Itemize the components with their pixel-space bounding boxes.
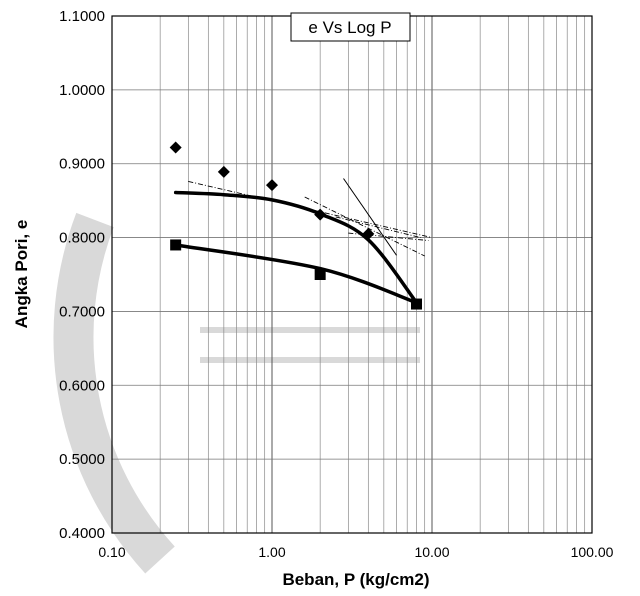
chart-grid bbox=[111, 15, 592, 534]
x-tick-label: 10.00 bbox=[414, 544, 449, 560]
y-tick-label: 1.1000 bbox=[59, 8, 105, 25]
y-tick-label: 0.4000 bbox=[59, 525, 105, 542]
data-point-square bbox=[170, 239, 182, 251]
x-tick-label: 0.10 bbox=[98, 544, 125, 560]
construction-line bbox=[343, 178, 397, 256]
plot-area bbox=[111, 15, 593, 534]
data-point-diamond bbox=[314, 208, 327, 221]
construction-line bbox=[335, 216, 421, 239]
chart-title-box: e Vs Log P bbox=[290, 12, 411, 42]
y-tick-label: 0.9000 bbox=[59, 156, 105, 173]
x-tick-label: 1.00 bbox=[258, 544, 285, 560]
data-point-diamond bbox=[266, 179, 278, 192]
trend-curve bbox=[173, 243, 419, 305]
construction-line bbox=[188, 180, 433, 239]
trend-curve bbox=[173, 190, 419, 305]
y-tick-label: 0.7000 bbox=[59, 303, 105, 320]
trend-curves bbox=[173, 178, 433, 305]
x-tick-label: 100.00 bbox=[571, 544, 614, 560]
construction-line bbox=[304, 196, 425, 257]
data-point-diamond bbox=[217, 165, 230, 178]
data-point-square bbox=[314, 269, 326, 280]
x-axis-ticks: 0.10 1.00 10.00 100.00 bbox=[98, 544, 613, 560]
y-tick-label: 0.6000 bbox=[59, 377, 105, 394]
y-tick-label: 0.5000 bbox=[59, 451, 105, 468]
chart-title: e Vs Log P bbox=[308, 18, 391, 37]
y-axis-ticks: 0.4000 0.5000 0.6000 0.7000 0.8000 0.9000 1.00… bbox=[59, 8, 105, 542]
y-axis-title: Angka Pori, e bbox=[12, 220, 31, 329]
data-point-diamond bbox=[362, 227, 375, 240]
data-markers bbox=[169, 141, 422, 310]
data-point-square bbox=[410, 298, 422, 310]
x-axis-title: Beban, P (kg/cm2) bbox=[282, 570, 429, 589]
construction-line bbox=[348, 232, 429, 241]
data-point-diamond bbox=[169, 141, 182, 154]
y-tick-label: 1.0000 bbox=[59, 82, 105, 99]
y-tick-label: 0.8000 bbox=[59, 230, 105, 247]
